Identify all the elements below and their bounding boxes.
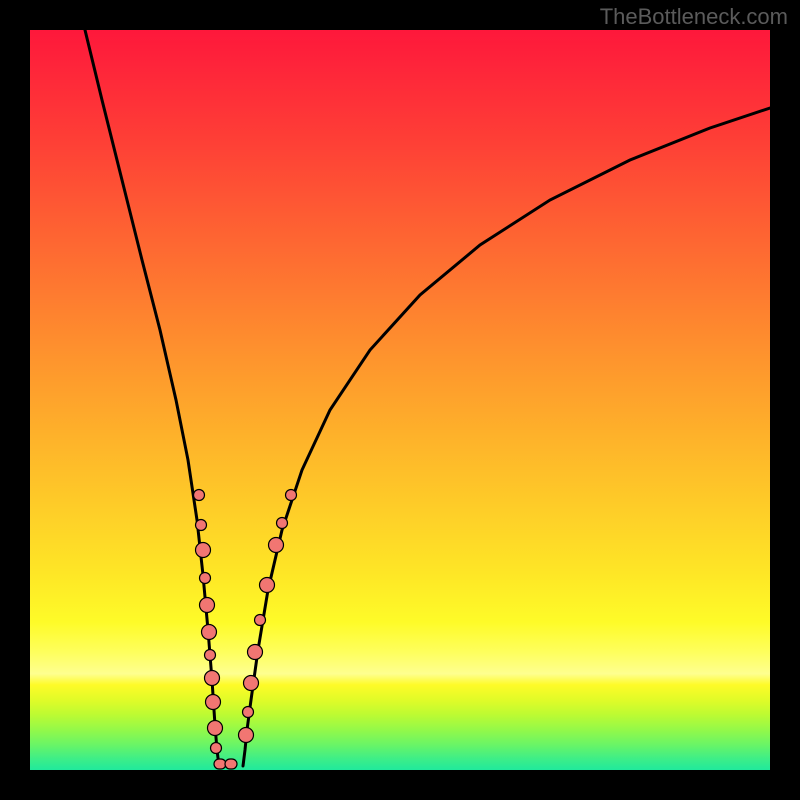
data-point xyxy=(205,671,220,686)
data-point xyxy=(202,625,217,640)
data-point xyxy=(205,650,216,661)
data-point xyxy=(248,645,263,660)
data-point xyxy=(244,676,259,691)
data-point xyxy=(239,728,254,743)
data-point xyxy=(196,520,207,531)
data-point xyxy=(277,518,288,529)
data-point xyxy=(260,578,275,593)
data-point xyxy=(206,695,221,710)
data-point xyxy=(196,543,211,558)
data-point xyxy=(200,598,215,613)
chart-frame: TheBottleneck.com xyxy=(0,0,800,800)
data-point-pill xyxy=(214,759,226,769)
data-point xyxy=(211,743,222,754)
data-point xyxy=(286,490,297,501)
data-point-pill xyxy=(225,759,237,769)
data-point xyxy=(243,707,254,718)
data-point xyxy=(194,490,205,501)
data-point xyxy=(255,615,266,626)
bottleneck-chart xyxy=(0,0,800,800)
data-point xyxy=(208,721,223,736)
data-point xyxy=(269,538,284,553)
watermark-text: TheBottleneck.com xyxy=(600,4,788,30)
data-point xyxy=(200,573,211,584)
